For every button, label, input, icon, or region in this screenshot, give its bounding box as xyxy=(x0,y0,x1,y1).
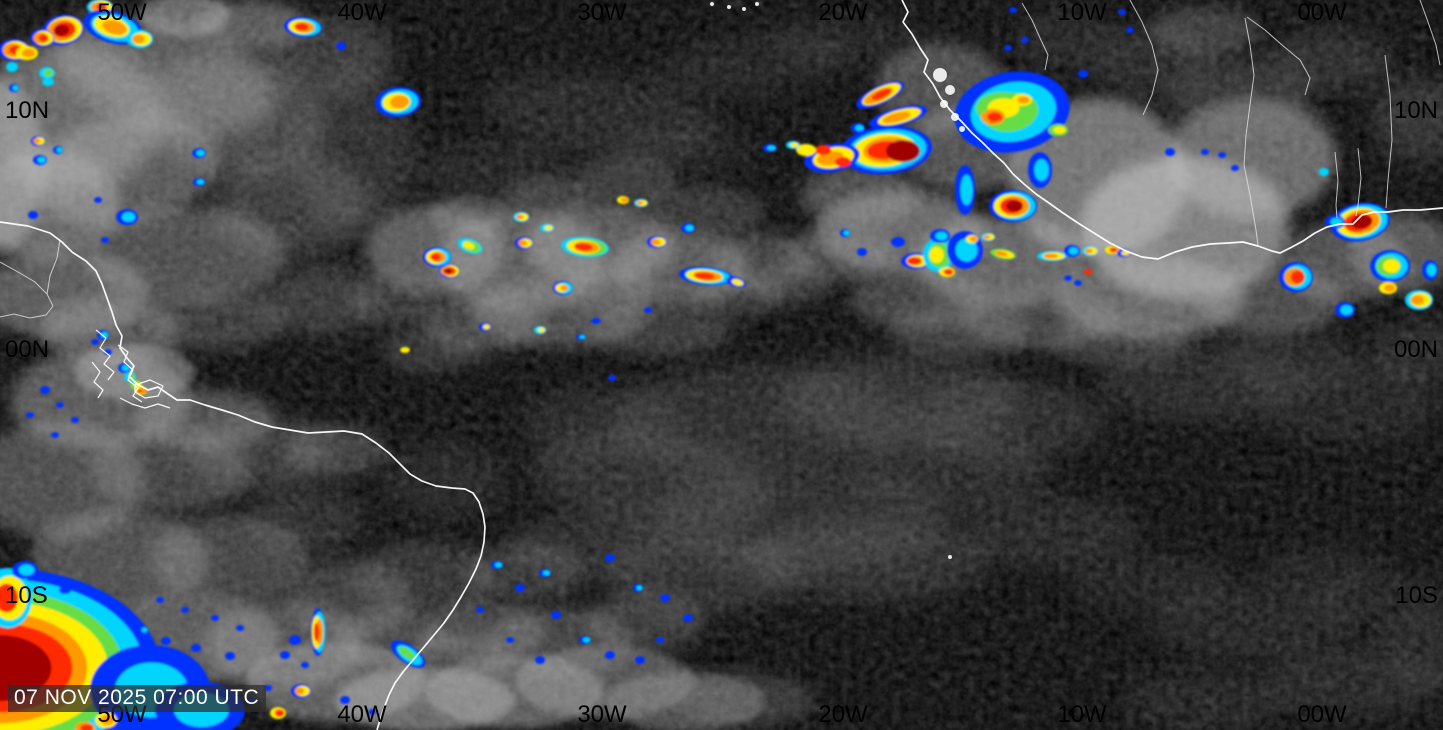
grid-label: 40W xyxy=(337,701,387,728)
grid-label: 10W xyxy=(1057,0,1107,26)
country-border xyxy=(0,261,54,319)
grid-label: 40W xyxy=(337,0,387,26)
country-border xyxy=(1021,2,1049,71)
grid-label: 10N xyxy=(5,97,49,124)
grid-label: 20W xyxy=(818,701,868,728)
grid-label: 00W xyxy=(1297,0,1347,26)
timestamp-label: 07 NOV 2025 07:00 UTC xyxy=(8,685,267,712)
country-border xyxy=(46,239,61,295)
country-borders-layer xyxy=(0,0,1441,319)
amazon-estuary xyxy=(95,329,115,381)
south-america-coast xyxy=(0,221,486,730)
country-border xyxy=(1384,54,1393,209)
white-cloud-specks xyxy=(710,2,965,559)
grid-label: 10S xyxy=(5,582,48,609)
grid-label: 30W xyxy=(577,0,627,26)
africa-coast xyxy=(901,0,1443,260)
grid-label: 00N xyxy=(5,336,49,363)
grid-label: 20W xyxy=(818,0,868,26)
amazon-estuary xyxy=(117,344,143,403)
country-border xyxy=(1419,0,1441,66)
grid-label: 00N xyxy=(1394,336,1438,363)
country-border xyxy=(1243,17,1259,246)
amazon-estuary xyxy=(119,397,171,409)
grid-label: 10W xyxy=(1057,701,1107,728)
grid-label: 50W xyxy=(97,0,147,26)
country-border xyxy=(1246,16,1311,96)
country-border xyxy=(1355,147,1362,217)
grid-label: 30W xyxy=(577,701,627,728)
grid-label: 10N xyxy=(1394,97,1438,124)
country-border xyxy=(1334,151,1339,219)
marajo-island xyxy=(134,379,164,399)
grid-label: 10S xyxy=(1395,582,1438,609)
amazon-estuary xyxy=(91,361,104,399)
grid-label: 00W xyxy=(1297,701,1347,728)
country-border xyxy=(1129,0,1159,116)
